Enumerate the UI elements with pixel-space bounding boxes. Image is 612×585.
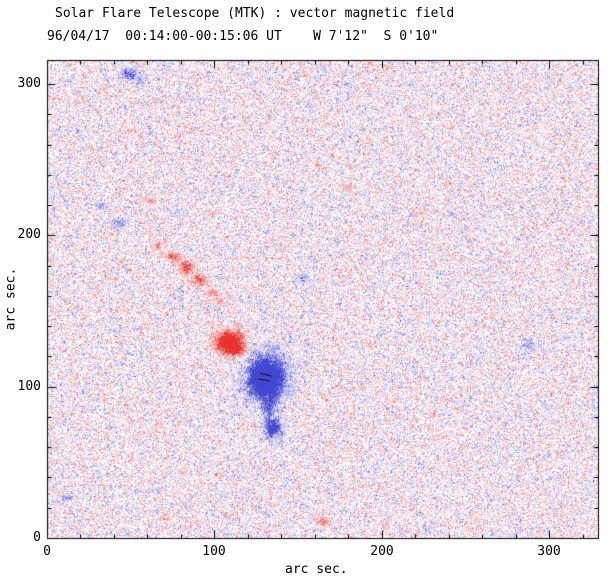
x-tick-label: 300 xyxy=(537,544,561,559)
y-axis-label: arc sec. xyxy=(3,267,19,331)
y-tick-label: 200 xyxy=(17,227,41,242)
x-axis-label: arc sec. xyxy=(285,562,348,577)
x-tick-label: 0 xyxy=(43,544,51,559)
x-tick-label: 200 xyxy=(370,544,394,559)
figure-title: Solar Flare Telescope (MTK) : vector mag… xyxy=(55,6,455,21)
y-tick-label: 100 xyxy=(17,379,41,394)
y-tick-label: 300 xyxy=(17,76,41,91)
figure-subtitle: 96/04/17 00:14:00-00:15:06 UT W 7'12" S … xyxy=(47,29,439,44)
y-tick-label: 0 xyxy=(33,530,41,545)
x-tick-label: 100 xyxy=(202,544,226,559)
